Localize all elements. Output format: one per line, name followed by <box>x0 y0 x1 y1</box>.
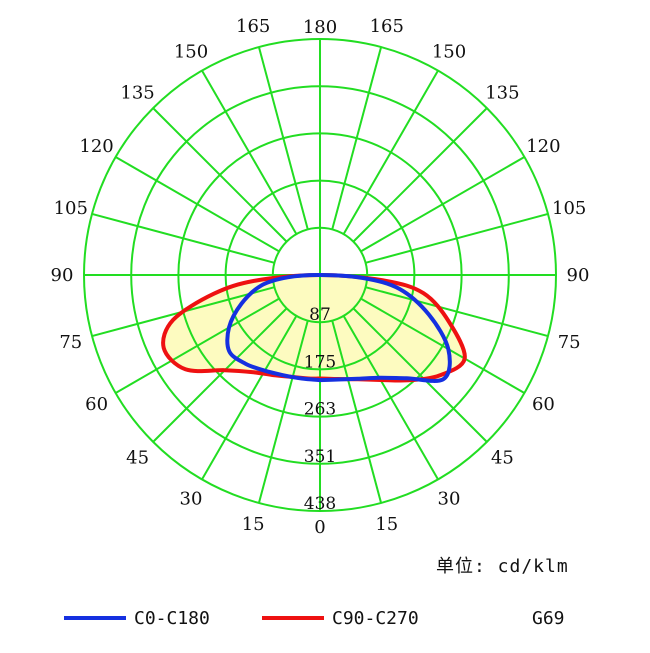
legend-item-c90-c270: C90-C270 <box>262 605 419 631</box>
grid-spoke <box>91 212 275 264</box>
grid-spoke <box>352 107 488 243</box>
grid-spoke <box>152 307 288 443</box>
legend-label: C90-C270 <box>332 607 419 629</box>
series-line-c0-c180 <box>225 272 452 383</box>
ring-labels: 87 175 263 351 438 <box>304 305 336 514</box>
angle-label: 165 <box>236 16 270 37</box>
polar-grid <box>83 38 557 512</box>
lamp-model-text: G69 <box>532 607 565 629</box>
angle-label: 30 <box>438 488 461 509</box>
angle-label-180: 180 <box>303 17 337 38</box>
ring-label: 263 <box>304 400 336 420</box>
polar-chart: 15 30 45 60 75 90 105 120 135 150 165 15 30 45 60 75 90 1… <box>51 16 590 538</box>
angle-label: 135 <box>485 83 519 104</box>
angle-label: 30 <box>180 488 203 509</box>
legend-item-c0-c180: C0-C180 <box>64 605 210 631</box>
grid-spoke <box>360 297 525 394</box>
ring-label: 175 <box>304 352 336 372</box>
grid-spoke <box>352 307 488 443</box>
angle-label: 165 <box>370 16 404 37</box>
grid-spoke <box>257 46 309 230</box>
grid-spoke <box>201 315 298 480</box>
angle-label: 15 <box>375 514 398 535</box>
angle-label: 15 <box>242 514 265 535</box>
grid-spoke <box>115 297 280 394</box>
angle-label: 60 <box>532 394 555 415</box>
grid-spoke <box>152 107 288 243</box>
unit-label: 单位: cd/klm <box>436 556 569 577</box>
lamp-model-label: G69 <box>532 605 565 631</box>
angle-label: 45 <box>491 447 514 468</box>
legend-swatch-blue <box>64 616 126 620</box>
series-curves <box>161 272 467 383</box>
grid-spoke <box>115 156 280 253</box>
ring-label: 87 <box>309 305 331 325</box>
series-fill <box>163 275 465 381</box>
angle-label: 75 <box>558 332 581 353</box>
legend-label: C0-C180 <box>134 607 210 629</box>
angle-label: 120 <box>526 136 560 157</box>
grid-spoke <box>342 315 439 480</box>
ring-label: 438 <box>304 494 336 514</box>
angle-label: 120 <box>79 136 113 157</box>
angle-label: 60 <box>85 394 108 415</box>
ring-label: 351 <box>304 447 336 467</box>
angle-label: 135 <box>120 83 154 104</box>
light-distribution-fill <box>163 274 465 381</box>
angle-label: 150 <box>432 42 466 63</box>
angle-label: 150 <box>174 42 208 63</box>
grid-spoke <box>331 46 383 230</box>
angle-label: 90 <box>51 265 74 286</box>
legend-swatch-red <box>262 616 324 620</box>
grid-spoke <box>201 70 298 235</box>
grid-spoke <box>342 70 439 235</box>
angle-label: 105 <box>54 198 88 219</box>
grid-spoke <box>360 156 525 253</box>
angle-label-0: 0 <box>314 517 325 538</box>
grid-spoke <box>365 286 549 338</box>
angle-label: 90 <box>567 265 590 286</box>
grid-spoke <box>331 320 383 504</box>
grid-spoke <box>257 320 309 504</box>
angle-labels: 15 30 45 60 75 90 105 120 135 150 165 15 30 45 60 75 90 1… <box>51 16 590 538</box>
angle-label: 45 <box>126 447 149 468</box>
angle-label: 105 <box>552 198 586 219</box>
grid-spoke <box>365 212 549 264</box>
angle-label: 75 <box>59 332 82 353</box>
